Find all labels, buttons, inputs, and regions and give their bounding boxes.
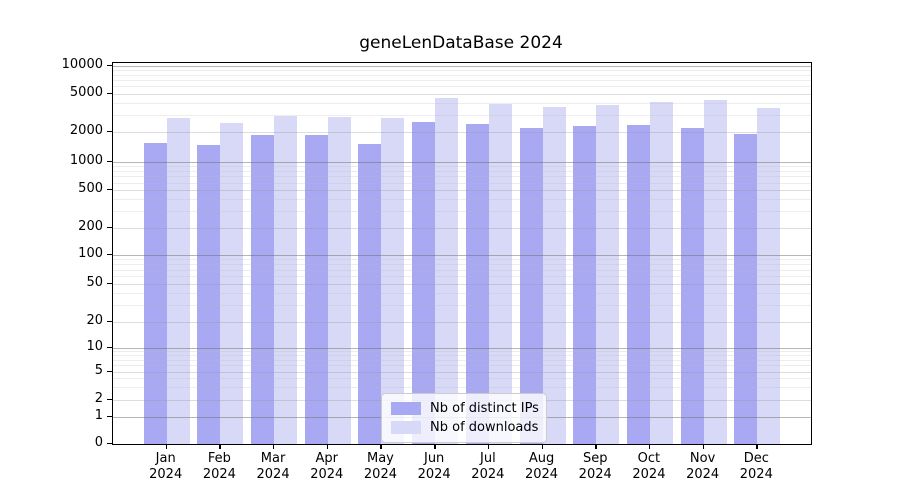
- y-tick-mark: [107, 254, 112, 256]
- legend-label: Nb of downloads: [430, 420, 539, 435]
- bar-nb-of-downloads-nov: [703, 100, 727, 444]
- bar-nb-of-distinct-ips-feb: [197, 144, 221, 444]
- x-tick-label-feb: Feb 2024: [202, 451, 236, 482]
- y-tick-mark: [107, 443, 112, 445]
- bar-nb-of-downloads-aug: [542, 106, 566, 444]
- y-tick-label: 2000: [69, 123, 103, 138]
- y-tick-mark: [107, 92, 112, 94]
- legend-label: Nb of distinct IPs: [430, 401, 539, 416]
- y-tick-mark: [107, 189, 112, 191]
- x-tick-label-oct: Oct 2024: [632, 451, 666, 482]
- y-tick-mark: [107, 131, 112, 133]
- y-tick-label: 2: [94, 390, 103, 406]
- x-tick-mark: [434, 444, 436, 449]
- bar-nb-of-downloads-jul: [488, 103, 512, 444]
- y-tick-label: 0: [94, 435, 103, 450]
- bar-nb-of-distinct-ips-may: [358, 143, 382, 444]
- x-tick-label-apr: Apr 2024: [310, 451, 344, 482]
- x-tick-mark: [165, 444, 168, 449]
- legend-swatch-nb-of-distinct-ips: [391, 402, 421, 415]
- bar-nb-of-downloads-mar: [274, 116, 298, 444]
- bar-nb-of-distinct-ips-nov: [680, 128, 704, 444]
- y-tick-mark: [107, 346, 112, 348]
- bar-nb-of-distinct-ips-dec: [734, 133, 758, 444]
- bar-nb-of-downloads-may: [381, 118, 405, 444]
- chart-title: geneLenDataBase 2024: [359, 33, 563, 53]
- x-tick-mark: [487, 444, 490, 449]
- x-tick-label-may: May 2024: [363, 451, 397, 482]
- bars-layer: [113, 63, 811, 444]
- y-tick-mark: [107, 227, 112, 229]
- y-tick-label: 5: [94, 362, 103, 378]
- x-tick-mark: [541, 444, 543, 449]
- x-tick-label-aug: Aug 2024: [524, 451, 559, 482]
- x-tick-label-sep: Sep 2024: [578, 451, 612, 482]
- x-tick-mark: [756, 444, 758, 449]
- x-tick-mark: [595, 444, 597, 449]
- legend-swatch-nb-of-downloads: [391, 421, 421, 434]
- plot-area: Nb of distinct IPs Nb of downloads: [112, 62, 812, 445]
- x-tick-mark: [648, 444, 651, 449]
- legend: Nb of distinct IPs Nb of downloads: [381, 393, 547, 443]
- legend-item: Nb of distinct IPs: [391, 399, 539, 418]
- y-tick-mark: [107, 398, 112, 400]
- x-tick-mark: [702, 444, 704, 449]
- y-tick-mark: [107, 65, 112, 67]
- bar-nb-of-distinct-ips-jan: [143, 142, 167, 444]
- x-tick-mark: [273, 444, 275, 449]
- x-tick-label-dec: Dec 2024: [739, 451, 773, 482]
- x-tick-label-nov: Nov 2024: [686, 451, 720, 482]
- y-tick-label: 1: [94, 408, 103, 423]
- x-tick-label-jul: Jul 2024: [471, 451, 505, 482]
- y-tick-label: 100: [78, 246, 103, 261]
- y-tick-label: 20: [86, 312, 103, 328]
- bar-nb-of-downloads-oct: [649, 102, 673, 444]
- bar-nb-of-downloads-jan: [166, 118, 190, 444]
- bar-nb-of-distinct-ips-sep: [573, 126, 597, 444]
- bar-nb-of-downloads-apr: [327, 116, 351, 444]
- y-tick-mark: [107, 320, 112, 322]
- bar-nb-of-downloads-jun: [435, 98, 459, 444]
- bar-nb-of-distinct-ips-mar: [251, 135, 275, 444]
- legend-item: Nb of downloads: [391, 418, 539, 437]
- x-tick-label-jan: Jan 2024: [149, 451, 183, 482]
- bar-nb-of-downloads-dec: [757, 107, 781, 444]
- y-tick-label: 1000: [69, 152, 103, 168]
- bar-nb-of-downloads-sep: [596, 104, 620, 444]
- bar-nb-of-distinct-ips-apr: [304, 135, 328, 444]
- x-tick-mark: [219, 444, 221, 449]
- y-tick-mark: [107, 416, 112, 418]
- bar-nb-of-distinct-ips-jul: [465, 124, 489, 444]
- bar-nb-of-distinct-ips-jun: [412, 121, 436, 444]
- x-tick-label-mar: Mar 2024: [256, 451, 290, 482]
- x-tick-label-jun: Jun 2024: [417, 451, 451, 482]
- y-tick-label: 500: [78, 181, 103, 196]
- y-tick-label: 10: [86, 338, 103, 354]
- y-tick-label: 10000: [61, 57, 103, 72]
- y-tick-label: 50: [86, 274, 103, 290]
- x-tick-mark: [326, 444, 329, 449]
- y-tick-mark: [107, 282, 112, 284]
- y-tick-label: 200: [78, 219, 103, 234]
- bar-nb-of-distinct-ips-aug: [519, 127, 543, 444]
- x-tick-mark: [380, 444, 382, 449]
- y-tick-mark: [107, 370, 112, 372]
- bar-nb-of-distinct-ips-oct: [626, 125, 650, 444]
- y-tick-label: 5000: [69, 84, 103, 100]
- bar-nb-of-downloads-feb: [220, 123, 244, 444]
- y-tick-mark: [107, 160, 112, 162]
